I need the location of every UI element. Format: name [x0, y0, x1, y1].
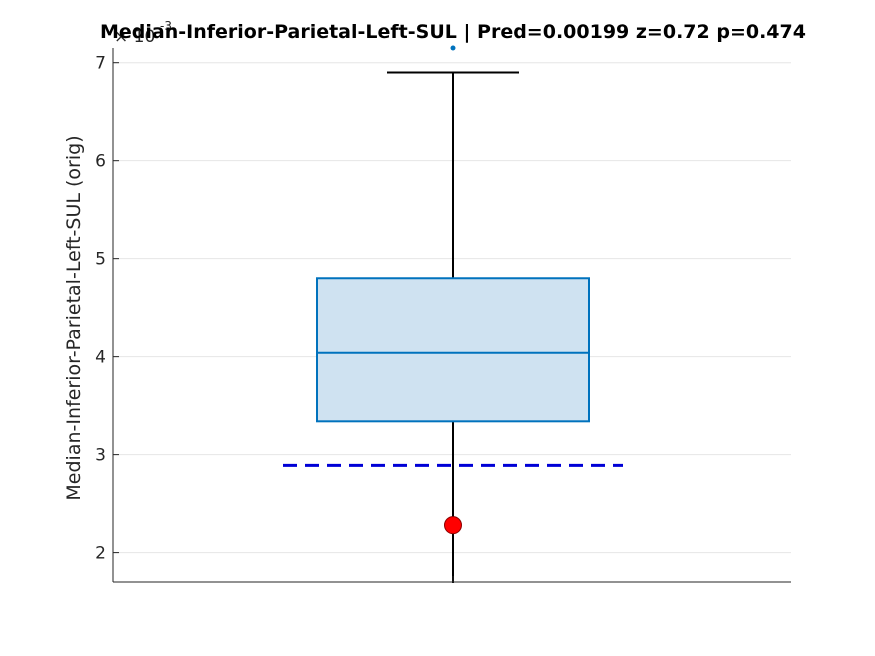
prediction-point	[444, 516, 462, 535]
box-iqr	[316, 277, 590, 423]
y-tick-label: 4	[95, 348, 106, 368]
y-tick-label: 6	[95, 152, 106, 172]
chart-title: Median-Inferior-Parietal-Left-SUL | Pred…	[100, 21, 806, 43]
y-exponent-power: -3	[160, 19, 172, 33]
y-axis-label: Median-Inferior-Parietal-Left-SUL (orig)	[63, 135, 85, 500]
y-tick-label: 2	[95, 544, 106, 564]
y-ticks: 2 3 4 5 6 7	[95, 54, 454, 582]
y-tick-label: 3	[95, 446, 106, 466]
y-tick-label: 5	[95, 250, 106, 270]
y-exponent-label: × 10	[114, 27, 155, 47]
axes	[112, 48, 791, 583]
y-tick-label: 7	[95, 54, 106, 74]
outlier-point	[450, 45, 456, 51]
plot-area	[283, 45, 623, 583]
